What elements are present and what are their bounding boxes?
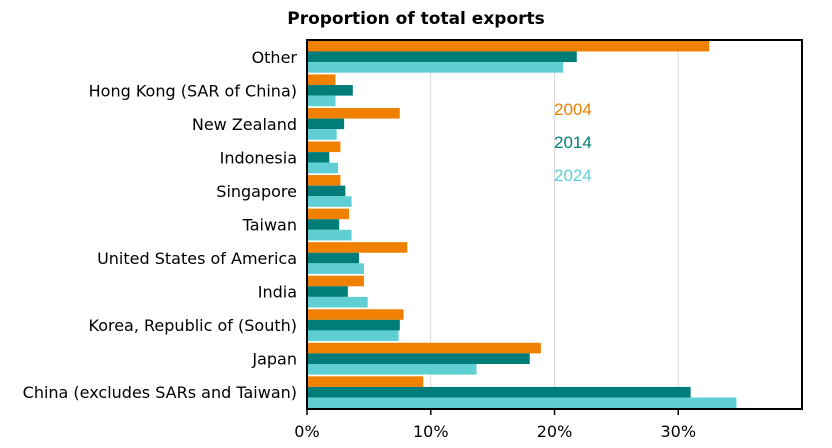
legend-item-2004: 2004	[554, 100, 592, 119]
bar-2014	[307, 286, 348, 297]
bar-2014	[307, 353, 530, 364]
category-label: India	[258, 283, 297, 302]
bar-2004	[307, 309, 404, 320]
bar-2004	[307, 40, 710, 52]
bar-2004	[307, 74, 336, 86]
category-label: United States of America	[97, 249, 297, 268]
category-label: Taiwan	[242, 216, 297, 235]
bar-2014	[307, 85, 353, 96]
bar-2014	[307, 386, 691, 398]
bar-2024	[307, 229, 352, 241]
bar-2014	[307, 252, 359, 264]
x-axis-ticks: 0% 10% 20% 30%	[294, 409, 696, 441]
category-label: Other	[252, 48, 298, 67]
bar-2024	[307, 263, 364, 274]
category-label: New Zealand	[192, 115, 297, 134]
bar-2004	[307, 242, 408, 253]
x-tick-label: 30%	[660, 422, 696, 441]
bar-2024	[307, 62, 564, 73]
bar-2004	[307, 107, 400, 119]
bar-2014	[307, 51, 577, 63]
bar-2024	[307, 363, 477, 375]
bar-2004	[307, 141, 341, 153]
legend-item-2014: 2014	[554, 133, 592, 152]
bar-2004	[307, 175, 341, 186]
bar-2024	[307, 162, 338, 174]
category-labels: Other Hong Kong (SAR of China) New Zealand…	[23, 48, 298, 402]
legend: 2004 2014 2024	[554, 100, 592, 185]
chart-title: Proportion of total exports	[287, 9, 545, 29]
bars-group	[307, 40, 737, 409]
bar-2024	[307, 296, 368, 308]
bar-2004	[307, 376, 424, 387]
bar-2024	[307, 330, 399, 342]
legend-item-2024: 2024	[554, 166, 592, 185]
bar-2024	[307, 129, 337, 140]
bar-2014	[307, 219, 340, 230]
category-label: Japan	[251, 350, 297, 369]
category-label: Singapore	[216, 182, 297, 201]
bar-2004	[307, 208, 350, 220]
plot-frame	[306, 39, 803, 410]
category-label: China (excludes SARs and Taiwan)	[23, 383, 297, 402]
x-tick-label: 0%	[294, 422, 319, 441]
x-tick-label: 10%	[413, 422, 449, 441]
bar-2004	[307, 275, 364, 287]
bar-2014	[307, 319, 400, 331]
category-label: Hong Kong (SAR of China)	[89, 81, 297, 100]
bar-2014	[307, 185, 346, 197]
category-label: Indonesia	[220, 148, 297, 167]
bar-2014	[307, 152, 330, 163]
bar-2024	[307, 397, 737, 409]
x-tick-label: 20%	[537, 422, 573, 441]
bar-2024	[307, 196, 352, 207]
bar-2014	[307, 118, 345, 130]
category-label: Korea, Republic of (South)	[89, 316, 298, 335]
bar-2004	[307, 342, 541, 354]
bar-2024	[307, 95, 336, 107]
